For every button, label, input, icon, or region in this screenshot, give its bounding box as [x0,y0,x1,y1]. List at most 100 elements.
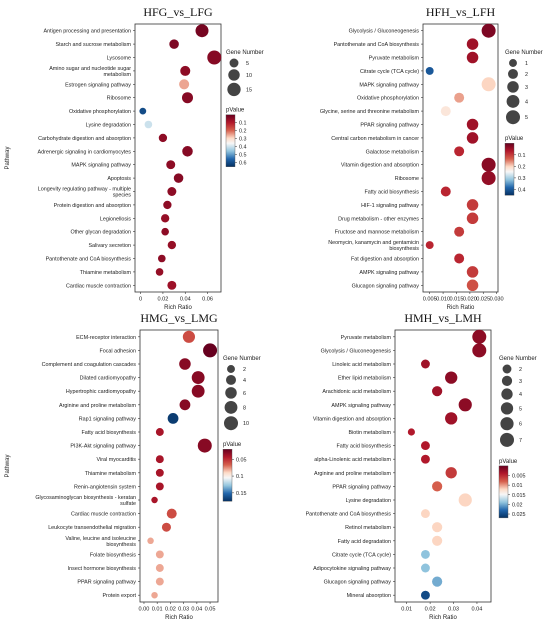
x-tick-label: 0.04 [180,297,191,303]
x-tick-label: 0.010 [436,297,450,303]
color-legend-label: 0.15 [236,491,247,497]
size-legend-circle [226,374,236,385]
size-legend-label: 3 [519,379,522,385]
data-point [155,268,164,276]
pathway-label: PPAR signaling pathway [360,123,419,129]
pathway-label: Oxidative phosphorylation [357,96,419,102]
data-point [197,438,212,453]
data-point [481,23,496,38]
color-legend-title: pValue [223,442,242,448]
data-point [481,77,496,92]
color-legend-label: 0.1 [239,121,247,127]
pathway-label: Amino sugar and nucleotide sugar metaboli… [49,66,131,78]
x-axis-label: Rich Ratio [165,615,193,621]
color-legend-label: 0.5 [239,153,247,159]
pathway-label: Apoptosis [107,176,131,182]
chart-panel-1: HFG_vs_LFG Antigen processing and present… [5,5,264,311]
data-point [425,241,434,250]
data-point [166,160,176,170]
data-point [203,343,218,358]
size-legend-circle [227,365,235,373]
pathway-label: Viral myocarditis [97,457,137,463]
pathway-label: Dilated cardiomyopathy [80,376,137,382]
size-legend-title: Gene Number [223,356,261,362]
x-tick-label: 0.04 [191,607,202,613]
data-point [432,522,443,533]
x-tick-label: 0.015 [449,297,463,303]
pathway-label: Fatty acid biosynthesis [336,444,391,450]
pathway-label: Pyruvate metabolism [369,56,420,62]
pathway-label: Ether lipid metabolism [338,376,392,382]
color-legend-label: 0.01 [512,483,523,489]
data-point [173,173,184,183]
pathway-label: Focal adhesion [99,348,136,354]
data-point [179,79,190,90]
color-legend-bar [504,143,515,196]
size-legend-circle [506,94,520,108]
size-legend-circle [228,69,240,81]
pathway-label: Protein digestion and absorption [54,203,131,209]
size-legend-label: 2 [525,72,528,78]
color-legend-label: 0.015 [512,493,526,499]
data-point [432,386,443,397]
pathway-label: Pantothenate and CoA biosynthesis [306,512,392,518]
pathway-label: Fructose and mannose metabolism [335,230,420,236]
pathway-label: PI3K-Akt signaling pathway [70,444,136,450]
pathway-label: Citrate cycle (TCA cycle) [360,69,419,75]
data-point [454,253,465,264]
chart-title: HMH_vs_LMH [404,311,482,325]
data-point [157,254,166,263]
data-point [472,329,487,344]
color-legend-label: 0.025 [512,512,526,518]
pathway-label: Retinol metabolism [345,525,391,531]
size-legend-circle [224,400,238,414]
data-point [432,481,443,492]
pathway-label: Complement and coagulation cascades [42,362,137,368]
data-point [182,330,196,343]
x-tick-label: 0.02 [425,607,436,613]
color-legend-title: pValue [499,459,518,465]
color-legend-label: 0.1 [236,474,244,480]
pathway-label: Ribosome [395,176,419,182]
pathway-label: Neomycin, kanamycin and gentamicin biosyn… [328,240,419,252]
color-legend-label: 0.3 [239,137,247,143]
pathway-label: Carbohydrate digestion and absorption [38,136,131,142]
size-legend-title: Gene Number [226,50,264,56]
data-point [182,146,193,157]
pathway-label: MAPK signaling pathway [71,163,131,169]
pathway-label: Legionellosis [100,216,131,222]
plot-frame [139,329,219,603]
pathway-label: Arginine and proline metabolism [314,471,392,477]
size-legend-label: 4 [519,392,522,398]
pathway-label: Adipocytokine signaling pathway [313,566,391,572]
size-legend-circle [500,402,514,415]
data-point [160,214,170,223]
chart-panel-4: HMH_vs_LMH Pyruvate metabolism Glycolysis … [306,311,537,621]
pathway-label: Hypertrophic cardiomyopathy [66,389,136,395]
data-point [425,66,434,75]
pathway-label: Glycolysis / Gluconeogenesis [349,29,420,35]
size-legend-label: 6 [519,422,522,428]
chart-title: HMG_vs_LMG [140,311,218,325]
pathway-label: Central carbon metabolism in cancer [331,136,419,142]
size-legend-title: Gene Number [499,356,537,362]
data-point [207,50,222,65]
x-tick-label: 0.03 [448,607,459,613]
color-legend-label: 0.4 [239,145,247,151]
pathway-label: Thiamine metabolism [85,471,137,477]
size-legend-circle [501,375,513,386]
data-point [155,482,164,491]
data-point [432,535,443,546]
pathway-label: AMPK signaling pathway [331,403,391,409]
size-legend-circle [227,82,241,97]
size-legend-label: 7 [519,438,522,444]
data-point [155,577,164,586]
x-tick-label: 0.05 [205,607,216,613]
data-point [155,468,164,477]
size-legend-label: 8 [243,405,246,411]
data-point [420,590,430,600]
pathway-label: Glycosaminoglycan biosynthesis - keratan… [35,495,136,507]
color-legend-title: pValue [226,108,245,114]
data-point [139,107,147,115]
data-point [458,493,472,507]
